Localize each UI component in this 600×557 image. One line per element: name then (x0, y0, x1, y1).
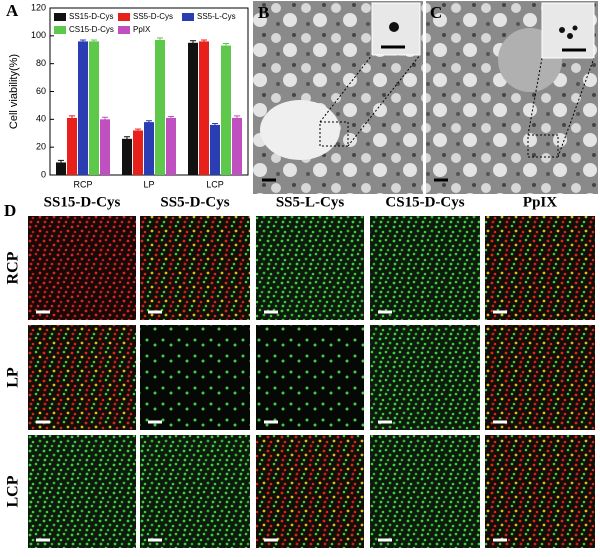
y-tick-label: 80 (36, 58, 46, 68)
zoom-box (319, 121, 349, 147)
fluorescence-image (370, 325, 480, 430)
legend-swatch (118, 13, 130, 21)
bar-chart: 0 20 40 60 80 100 120 Cell viability(%) RCP LP LCP… (8, 2, 249, 189)
y-axis-label: Cell viability(%) (8, 54, 20, 129)
column-header: SS15-D-Cys (44, 194, 121, 210)
bar (122, 138, 132, 175)
bar (232, 117, 242, 175)
panel-label: B (258, 3, 269, 22)
bar (155, 40, 165, 176)
fluorescence-grid: SS15-D-Cys SS5-D-Cys SS5-L-Cys CS15-D-Cys Pp… (5, 194, 595, 548)
fluorescence-image (256, 216, 364, 320)
bar (67, 117, 77, 175)
fluorescence-image (256, 435, 364, 548)
bar (199, 41, 209, 176)
y-tick-label: 100 (31, 30, 46, 40)
panel-label: D (4, 201, 16, 220)
column-header: PpIX (523, 194, 557, 210)
fluorescence-image (140, 435, 250, 548)
zoom-box (527, 134, 559, 158)
bar (78, 41, 88, 176)
zoom-line (557, 57, 595, 158)
row-label: RCP (5, 251, 22, 284)
y-tick-label: 120 (31, 2, 46, 12)
x-tick-label: LP (143, 179, 154, 189)
row-label: LCP (5, 475, 22, 507)
legend-label: SS15-D-Cys (69, 12, 113, 21)
fluorescence-image (485, 325, 595, 430)
legend-label: SS5-D-Cys (133, 12, 173, 21)
legend-label: CS15-D-Cys (69, 25, 114, 34)
particle (389, 22, 399, 32)
bar (166, 117, 176, 175)
x-tick-label: LCP (206, 179, 224, 189)
y-tick-label: 20 (36, 142, 46, 152)
y-tick-label: 40 (36, 114, 46, 124)
x-tick-label: RCP (73, 179, 92, 189)
zoom-line (527, 57, 543, 136)
panel-label: C (430, 3, 442, 22)
particle (559, 27, 565, 33)
bar (89, 41, 99, 176)
vesicle (260, 100, 340, 160)
fluorescence-image (28, 325, 136, 430)
fluorescence-image (256, 325, 364, 430)
fluorescence-image (140, 325, 250, 430)
y-tick-label: 0 (41, 169, 46, 179)
bar (210, 124, 220, 175)
bar (133, 130, 143, 175)
fluorescence-image (28, 435, 136, 548)
column-header: SS5-D-Cys (160, 194, 229, 210)
legend-label: PpIX (133, 25, 151, 34)
zoom-line (347, 54, 421, 147)
panel-label: A (6, 1, 19, 20)
particle (567, 33, 573, 39)
fluorescence-image (140, 216, 250, 320)
fluorescence-image (485, 216, 595, 320)
fluorescence-image (28, 216, 136, 320)
legend-swatch (182, 13, 194, 21)
bar (100, 119, 110, 175)
y-tick-label: 60 (36, 86, 46, 96)
fluorescence-image (370, 216, 480, 320)
legend-swatch (54, 26, 66, 34)
bar (56, 162, 66, 175)
fluorescence-image (370, 435, 480, 548)
bar (188, 42, 198, 175)
legend-swatch (54, 13, 66, 21)
particle (572, 25, 578, 31)
row-label: LP (5, 367, 22, 388)
legend-swatch (118, 26, 130, 34)
column-header: CS15-D-Cys (385, 194, 464, 210)
column-header: SS5-L-Cys (276, 194, 345, 210)
bar (221, 45, 231, 176)
fluorescence-image (485, 435, 595, 548)
legend-label: SS5-L-Cys (197, 12, 236, 21)
bar (144, 122, 154, 175)
